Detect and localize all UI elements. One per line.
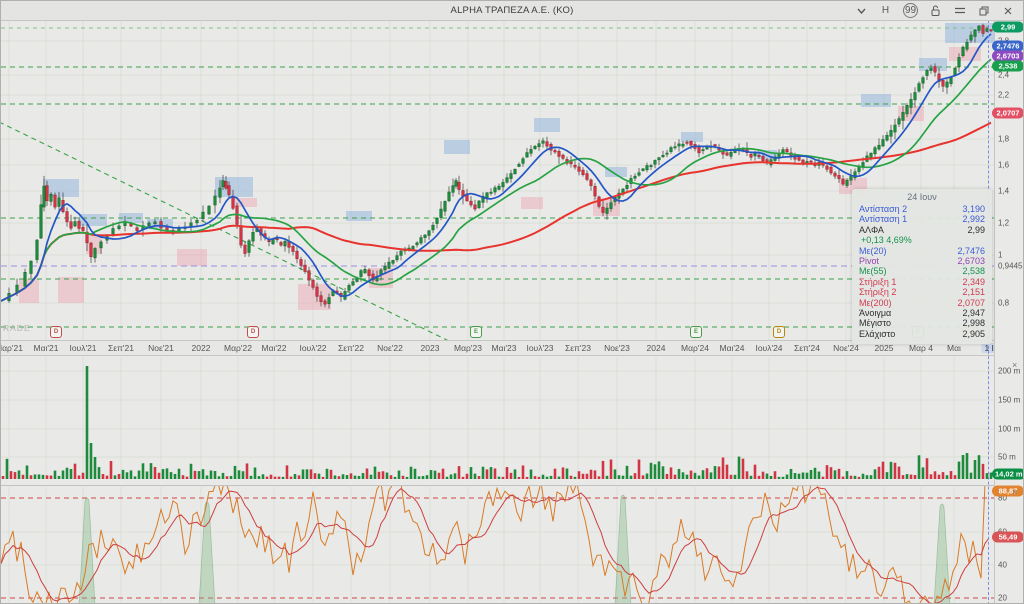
price-badge: 2,99 [992, 21, 1023, 33]
panel-row: Με(200) 2,0707 [859, 297, 985, 308]
price-tick-label: 0,8 [998, 298, 1010, 308]
time-axis-label: Μαρ'22 [224, 343, 252, 353]
menu-icon[interactable] [953, 4, 966, 17]
price-badge: 2,6703 [992, 50, 1023, 62]
time-axis-label: Νοε'22 [377, 343, 403, 353]
event-marker-dividend[interactable]: D [773, 326, 785, 338]
watermark: RADE [3, 323, 31, 333]
panel-row: ΑΛΦΑ 2,99 [859, 224, 985, 235]
price-tick-label: 1,2 [998, 218, 1010, 228]
panel-row: Άνοιγμα 2,947 [859, 308, 985, 319]
volume-badge: 14,02 m [992, 468, 1023, 480]
time-axis-label: Μαι'22 [261, 343, 287, 353]
time-axis-label: Ιουλ'22 [299, 343, 327, 353]
time-axis-label: Μαρ 4 [909, 343, 933, 353]
oscillator-tick-label: 80 [998, 493, 1007, 503]
volume-tick-label: 200 m [998, 366, 1021, 376]
volume-series [1, 366, 993, 479]
oscillator-tick-label: 20 [998, 593, 1007, 603]
oscillator-fill-areas [78, 494, 951, 603]
time-axis-label: Ιουλ'24 [755, 343, 783, 353]
pane-close-button[interactable]: × [1012, 360, 1018, 370]
trendline[interactable] [1, 118, 450, 342]
lock-open-icon[interactable] [929, 4, 942, 17]
time-axis-label: Μαρ'24 [681, 343, 709, 353]
panel-row: Με(20) 2,7476 [859, 245, 985, 256]
time-axis-label: 2023 [420, 343, 440, 353]
time-axis-label: Μαρ'21 [1, 343, 23, 353]
price-tick-label: 1,8 [998, 134, 1010, 144]
panel-row: Στήριξη 1 2,349 [859, 276, 985, 287]
volume-tick-label: 50 m [998, 452, 1016, 462]
time-axis-label: Μαρ'23 [454, 343, 482, 353]
horizontal-layout-icon[interactable]: H [881, 4, 890, 16]
price-badge: 2,538 [992, 60, 1023, 72]
chevron-down-icon[interactable] [855, 4, 868, 17]
time-axis-label: 2025 [874, 343, 894, 353]
time-axis-label: Μαι'23 [491, 343, 517, 353]
time-axis-label: 2024 [646, 343, 666, 353]
event-marker-dividend[interactable]: D [50, 326, 62, 338]
time-axis-label: Μαι'21 [33, 343, 59, 353]
ma200-line [1, 121, 992, 302]
price-badge: 2,0707 [992, 107, 1023, 119]
oscillator-slow-line [1, 486, 990, 603]
time-axis[interactable]: Μαρ'21 Μαι'21 Ιουλ'21 Σεπ'21 Νοε'21 2022 Μαρ'2… [1, 340, 1011, 356]
price-tick-label: 1,6 [998, 160, 1010, 170]
time-axis-label: Μαι'24 [719, 343, 745, 353]
price-tick-label: 1 [998, 250, 1003, 260]
panel-row: Αντίσταση 1 2,992 [859, 214, 985, 225]
data-window-panel: 24 Ιουν Αντίσταση 2 3,190 Αντίσταση 1 2,992… [852, 189, 992, 345]
time-axis-label: Νοε'21 [148, 343, 174, 353]
event-marker-earnings[interactable]: E [690, 326, 702, 338]
time-axis-label: Νοε'24 [833, 343, 859, 353]
pane-divider[interactable] [1, 485, 994, 486]
titlebar-icons: H 99 [855, 3, 1023, 18]
grid-lines [1, 20, 997, 603]
panel-row: Στήριξη 2 2,151 [859, 287, 985, 298]
time-axis-label: Νοε'23 [604, 343, 630, 353]
time-axis-label: Σεπ'24 [794, 343, 820, 353]
oscillator-badge: 56,49 [992, 531, 1023, 543]
oscillator-fast-line [1, 486, 986, 603]
ma20-line [1, 33, 992, 302]
panel-row: Pivot 2,6703 [859, 256, 985, 267]
oscillator-badge: 88,87 [992, 485, 1023, 497]
panel-date: 24 Ιουν [907, 192, 937, 202]
volume-tick-label: 150 m [998, 395, 1021, 405]
time-axis-label: 2022 [191, 343, 211, 353]
volume-tick-label: 100 m [998, 424, 1021, 434]
panel-row: Ελάχιστο 2,905 [859, 328, 985, 339]
time-axis-label: Ιουλ'21 [69, 343, 97, 353]
price-tick-label: 1,4 [998, 186, 1010, 196]
price-tick-label: 2,4 [998, 70, 1010, 80]
horizontal-levels [1, 27, 994, 328]
panel-row: +0,13 4,69% [861, 235, 912, 246]
restore-window-icon[interactable] [977, 4, 990, 17]
time-axis-label: Σεπ'23 [565, 343, 591, 353]
time-axis-label: Ιουλ'23 [526, 343, 554, 353]
panel-row: Με(55) 2,538 [859, 266, 985, 277]
pane-close-button[interactable]: × [1012, 487, 1018, 497]
periods-badge-icon[interactable]: 99 [903, 3, 918, 18]
oscillator-tick-label: 40 [998, 560, 1007, 570]
titlebar[interactable]: ALPHA ΤΡΑΠΕΖΑ Α.Ε. (ΚΟ) H 99 [1, 1, 1023, 21]
time-axis-label: Μαι [947, 343, 961, 353]
price-scale[interactable]: 2,82,42,21,81,61,41,210,94450,82,992,747… [992, 20, 1023, 603]
supply-demand-zones [19, 23, 994, 310]
panel-row: Αντίσταση 2 3,190 [859, 204, 985, 214]
event-marker-dividend[interactable]: D [247, 326, 259, 338]
price-tick-label: 0,9445 [998, 261, 1023, 271]
time-axis-label: Σεπ'22 [338, 343, 364, 353]
price-tick-label: 2,2 [998, 90, 1010, 100]
event-marker-earnings[interactable]: E [470, 326, 482, 338]
price-badge: 2,7476 [992, 40, 1023, 52]
time-axis-label: Σεπ'21 [108, 343, 134, 353]
ma55-line [1, 58, 992, 302]
panel-row: Μέγιστο 2,998 [859, 318, 985, 329]
close-icon[interactable] [1001, 4, 1014, 17]
